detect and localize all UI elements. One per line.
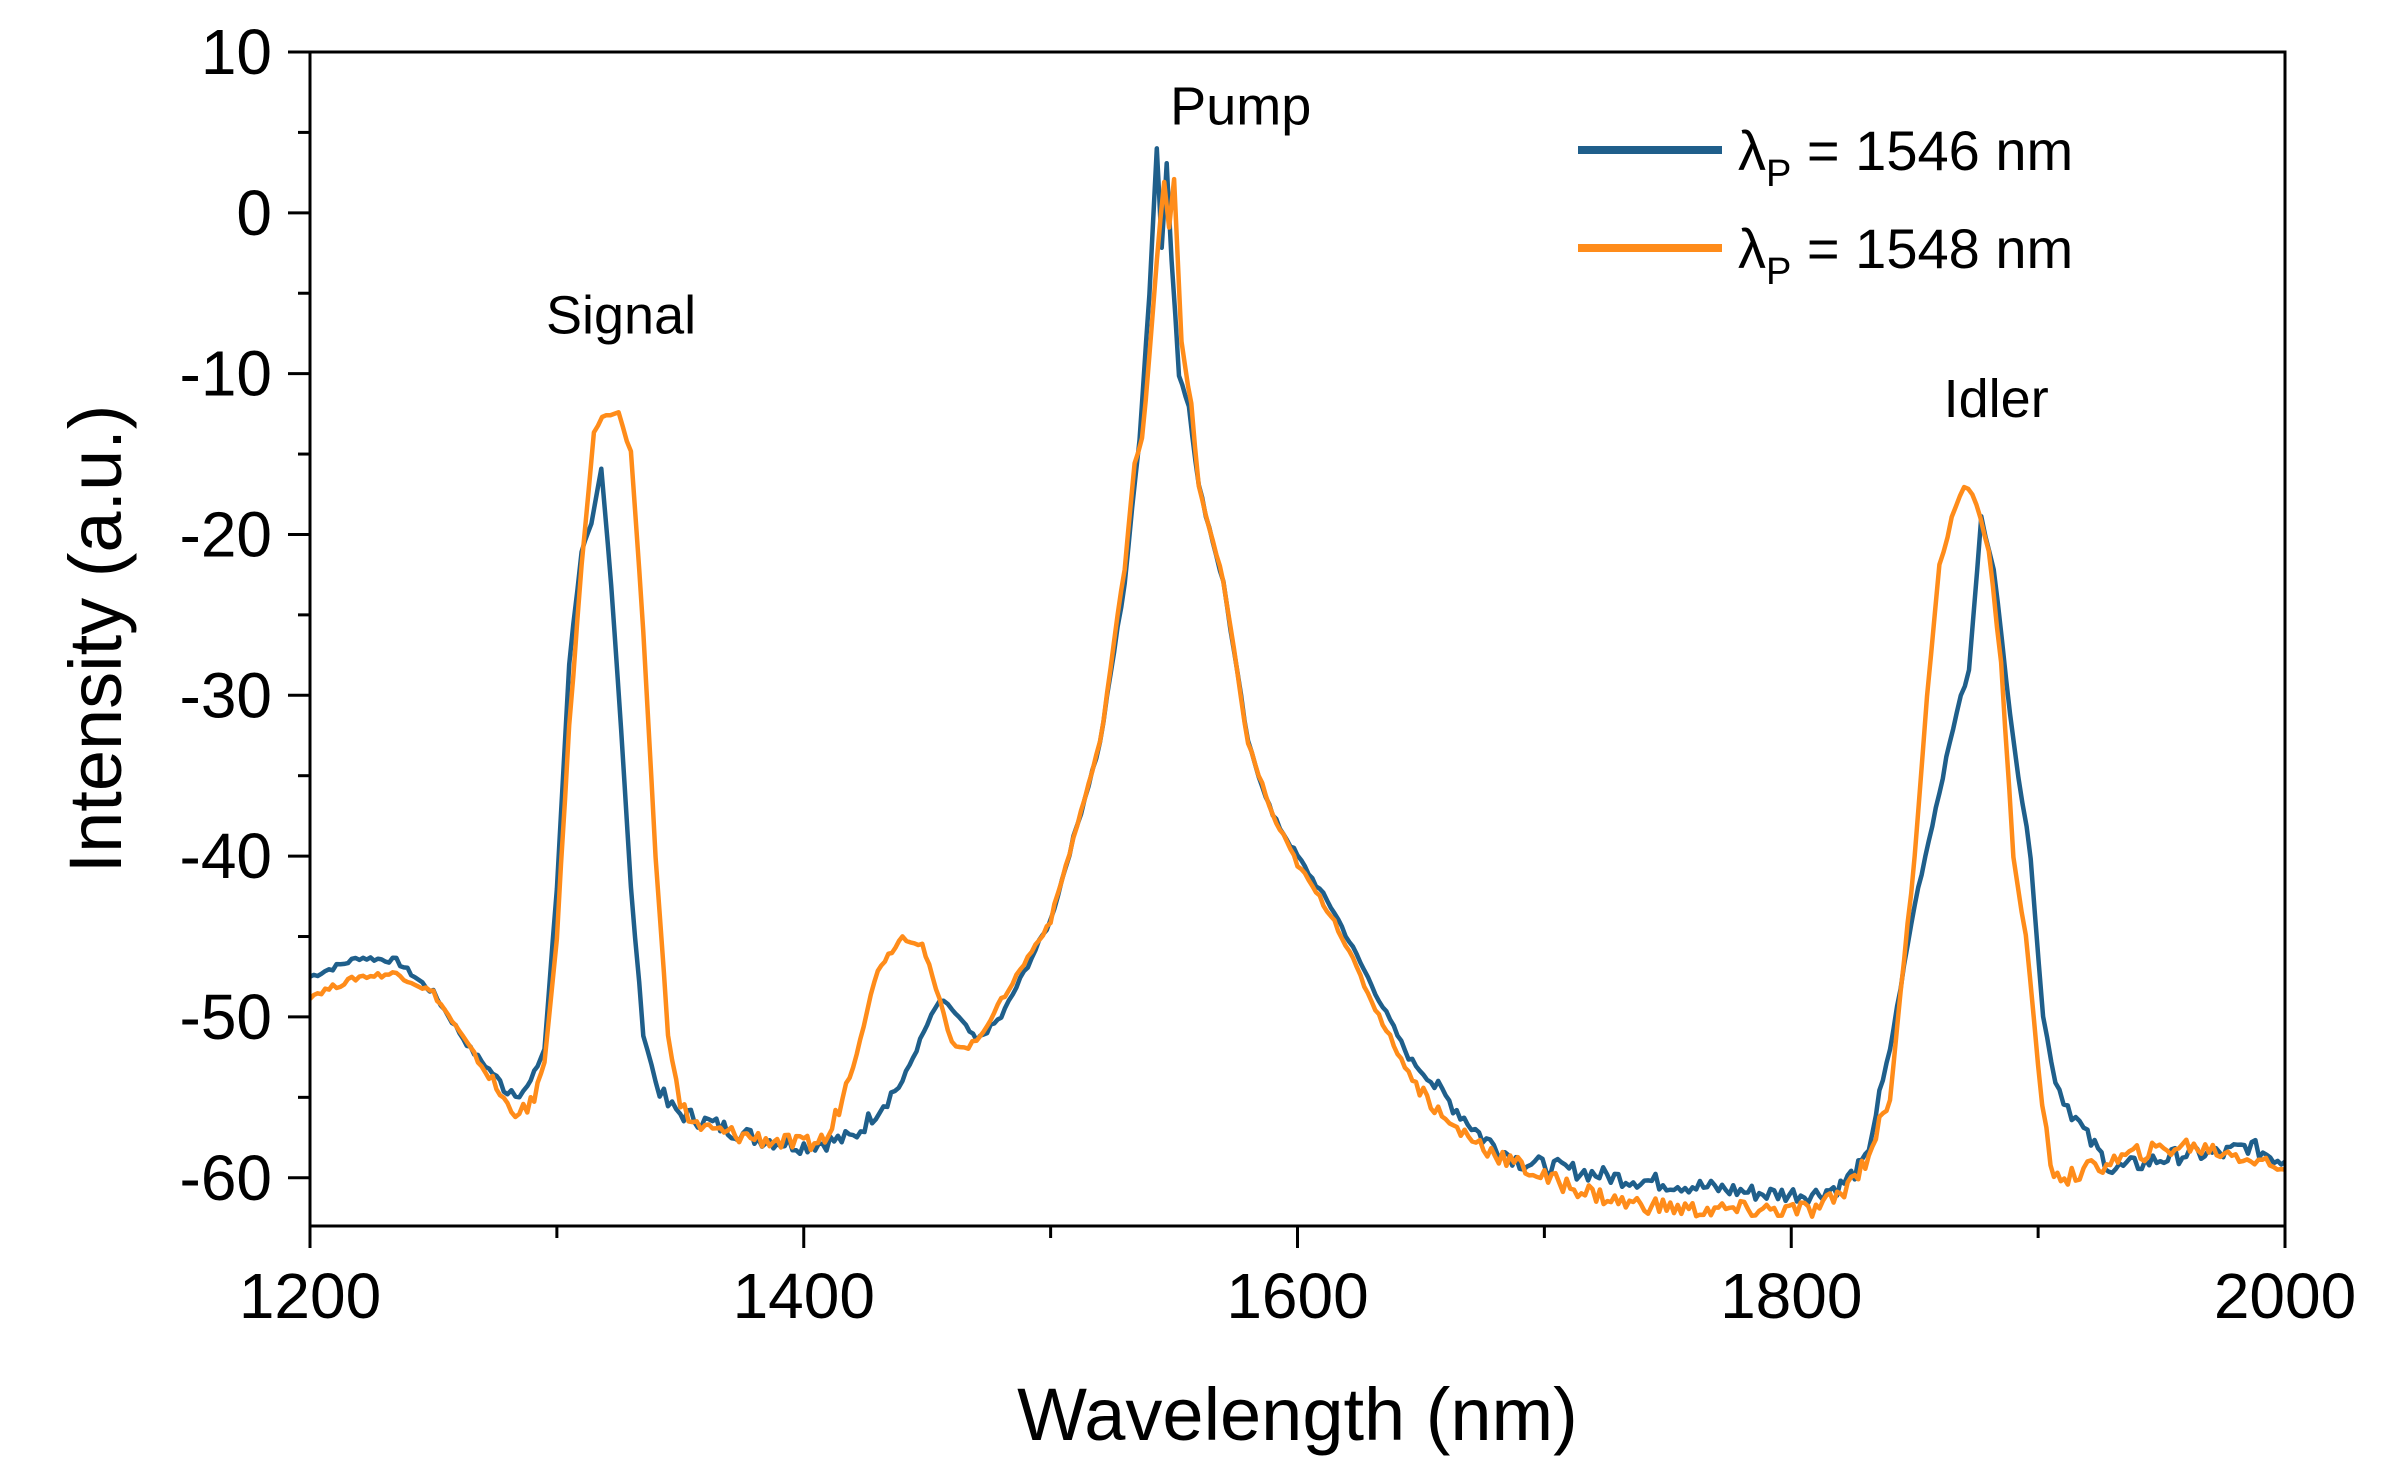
legend: λP = 1546 nm λP = 1548 nm (1578, 119, 2073, 293)
annotation-signal: Signal (546, 285, 696, 345)
y-tick-label: -40 (180, 820, 273, 892)
x-tick-label: 2000 (2214, 1260, 2356, 1332)
x-tick-label: 1600 (1226, 1260, 1368, 1332)
axis-layer: 1200 1400 1600 1800 2000 10 0 -10 -20 -30 -40 -50 -6… (180, 16, 2357, 1332)
plot-series-layer (310, 146, 2285, 1219)
y-tick-label: -20 (180, 498, 273, 570)
series-line-1548 (310, 176, 2285, 1219)
y-tick-label: 0 (236, 177, 272, 249)
y-tick-label: 10 (201, 16, 272, 88)
x-axis-title: Wavelength (nm) (1017, 1373, 1578, 1456)
annotation-idler: Idler (1944, 369, 2049, 429)
y-tick-label: -60 (180, 1142, 273, 1214)
y-tick-label: -50 (180, 981, 273, 1053)
legend-label-1548: λP = 1548 nm (1738, 217, 2073, 293)
annotation-pump: Pump (1170, 76, 1311, 136)
y-tick-label: -30 (180, 659, 273, 731)
x-tick-label: 1200 (239, 1260, 381, 1332)
y-tick-label: -10 (180, 338, 273, 410)
x-tick-label: 1800 (1720, 1260, 1862, 1332)
legend-label-1546: λP = 1546 nm (1738, 119, 2073, 195)
y-axis-title: Intensity (a.u.) (54, 405, 137, 874)
x-tick-label: 1400 (733, 1260, 875, 1332)
annotation-layer: Signal Pump Idler (546, 76, 2049, 429)
